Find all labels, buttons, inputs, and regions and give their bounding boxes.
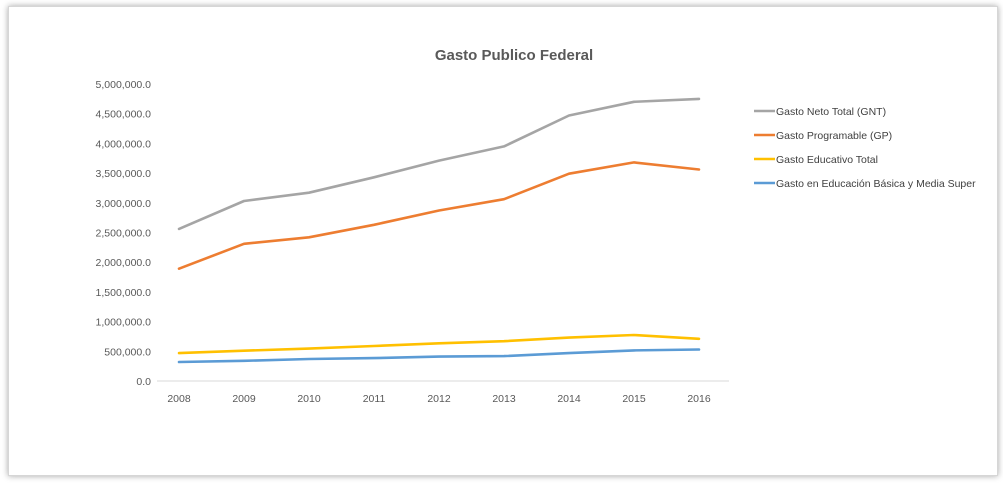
x-tick-label: 2016 <box>687 393 711 405</box>
y-tick-label: 0.0 <box>136 376 151 388</box>
chart-title: Gasto Publico Federal <box>435 47 593 64</box>
y-tick-label: 3,000,000.0 <box>96 198 152 210</box>
legend: Gasto Neto Total (GNT) Gasto Programable … <box>754 106 976 190</box>
y-tick-label: 1,500,000.0 <box>96 287 152 299</box>
x-tick-label: 2012 <box>427 393 451 405</box>
series-line-1 <box>177 97 701 231</box>
series-line-2 <box>177 161 701 271</box>
y-tick-label: 1,000,000.0 <box>96 317 152 329</box>
y-tick-label: 4,500,000.0 <box>96 109 152 121</box>
series-line-4 <box>177 348 701 364</box>
plot-area <box>177 97 701 364</box>
chart-svg: Gasto Publico Federal 0.0 500,000.0 1,000,… <box>96 47 977 405</box>
y-tick-label: 500,000.0 <box>104 346 151 358</box>
x-axis: 2008 2009 2010 2011 2012 2013 2014 2015 2016 <box>167 393 711 405</box>
chart-frame: Gasto Publico Federal 0.0 500,000.0 1,000,… <box>8 6 998 476</box>
y-tick-label: 3,500,000.0 <box>96 168 152 180</box>
x-tick-label: 2015 <box>622 393 646 405</box>
x-tick-label: 2014 <box>557 393 581 405</box>
y-tick-label: 2,000,000.0 <box>96 257 152 269</box>
x-tick-label: 2011 <box>363 393 386 405</box>
y-tick-label: 4,000,000.0 <box>96 138 152 150</box>
x-tick-label: 2009 <box>232 393 256 405</box>
series-line-3 <box>177 333 701 355</box>
y-axis: 0.0 500,000.0 1,000,000.0 1,500,000.0 2,000,… <box>96 79 152 388</box>
legend-label-4: Gasto en Educación Básica y Media Super <box>776 178 976 190</box>
x-tick-label: 2010 <box>297 393 321 405</box>
x-tick-label: 2008 <box>167 393 191 405</box>
legend-label-3: Gasto Educativo Total <box>776 154 878 166</box>
y-tick-label: 5,000,000.0 <box>96 79 152 91</box>
x-tick-label: 2013 <box>492 393 516 405</box>
legend-label-1: Gasto Neto Total (GNT) <box>776 106 886 118</box>
legend-label-2: Gasto Programable (GP) <box>776 130 892 142</box>
y-tick-label: 2,500,000.0 <box>96 228 152 240</box>
